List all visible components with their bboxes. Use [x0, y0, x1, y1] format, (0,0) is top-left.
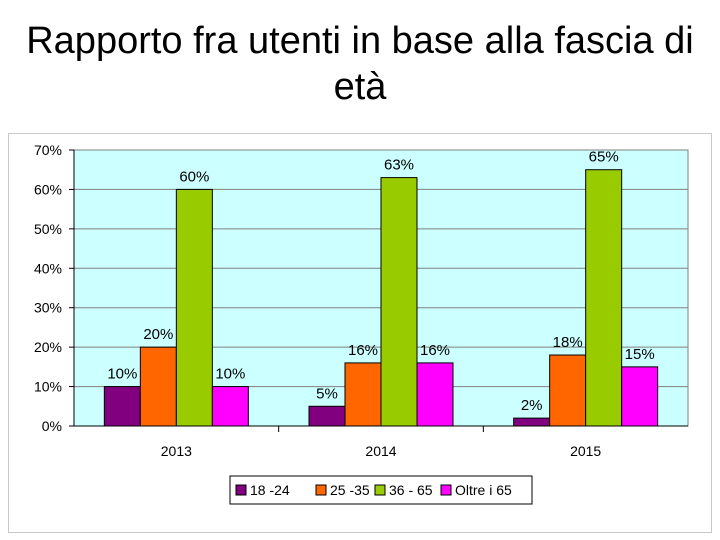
y-tick-label: 20% — [34, 339, 62, 355]
bar — [344, 362, 382, 427]
bar — [621, 366, 659, 427]
bar — [416, 362, 454, 427]
legend-label: 18 -24 — [250, 482, 290, 498]
bar — [175, 188, 213, 427]
data-label: 18% — [553, 334, 583, 351]
data-label: 2% — [521, 397, 543, 414]
data-label: 60% — [179, 168, 209, 185]
y-tick-label: 10% — [34, 379, 62, 395]
data-label: 63% — [384, 157, 414, 174]
y-tick-label: 70% — [34, 142, 62, 158]
data-label: 5% — [316, 385, 338, 402]
x-tick-label: 2015 — [570, 443, 601, 459]
data-label: 10% — [107, 366, 137, 383]
data-label: 15% — [625, 346, 655, 363]
data-label: 65% — [589, 149, 619, 166]
y-tick-label: 0% — [42, 418, 62, 434]
y-tick-label: 40% — [34, 260, 62, 276]
bar — [211, 386, 249, 427]
bar — [139, 346, 177, 427]
legend-swatch — [315, 484, 327, 496]
legend-label: 36 - 65 — [389, 482, 433, 498]
chart-title: Rapporto fra utenti in base alla fascia … — [26, 20, 694, 108]
data-label: 16% — [348, 342, 378, 359]
bar — [549, 354, 587, 427]
y-tick-label: 50% — [34, 221, 62, 237]
legend-swatch — [440, 484, 452, 496]
bar — [585, 169, 623, 427]
y-tick-label: 60% — [34, 181, 62, 197]
bar — [308, 405, 346, 427]
data-label: 20% — [143, 326, 173, 343]
legend-swatch — [374, 484, 386, 496]
bar — [380, 177, 418, 427]
bar — [103, 386, 141, 427]
legend-label: Oltre i 65 — [455, 482, 512, 498]
y-tick-label: 30% — [34, 300, 62, 316]
x-tick-label: 2013 — [161, 443, 192, 459]
data-label: 10% — [215, 366, 245, 383]
legend-label: 25 -35 — [330, 482, 370, 498]
bar — [513, 417, 551, 427]
data-label: 16% — [420, 342, 450, 359]
x-tick-label: 2014 — [365, 443, 396, 459]
legend-swatch — [235, 484, 247, 496]
